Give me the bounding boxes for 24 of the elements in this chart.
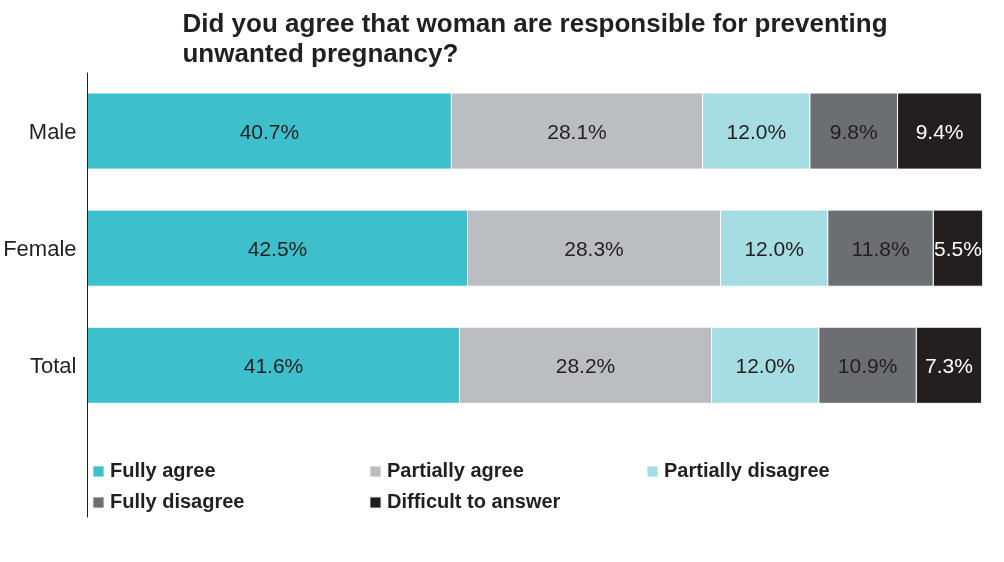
y-tick-label: Female [3,235,77,261]
y-tick-label: Male [28,118,77,144]
data-label: 12.0% [726,119,787,143]
legend-label: Partially agree [387,459,525,482]
data-label: 28.3% [564,236,624,260]
data-label: 28.1% [547,119,607,143]
y-tick-label: Total [30,352,77,378]
data-label: 5.5% [933,236,982,260]
legend-label: Partially disagree [664,459,831,482]
data-label: 41.6% [243,353,304,377]
data-label: 11.8% [851,236,910,260]
legend-label: Fully agree [110,459,217,482]
data-label: 12.0% [744,236,804,260]
legend-label: Fully disagree [110,490,246,513]
legend-label: Difficult to answer [387,490,562,513]
chart-title: Did you agree that woman are responsible for preventing unwanted pregnancy? [182,7,888,68]
data-label: 9.8% [829,119,878,143]
data-label: 42.5% [247,236,308,260]
data-label: 28.2% [555,353,616,377]
data-label: 10.9% [837,353,898,377]
data-label: 9.4% [915,119,964,143]
data-label: 7.3% [925,353,973,377]
data-label: 12.0% [735,353,796,377]
data-label: 40.7% [239,119,300,143]
